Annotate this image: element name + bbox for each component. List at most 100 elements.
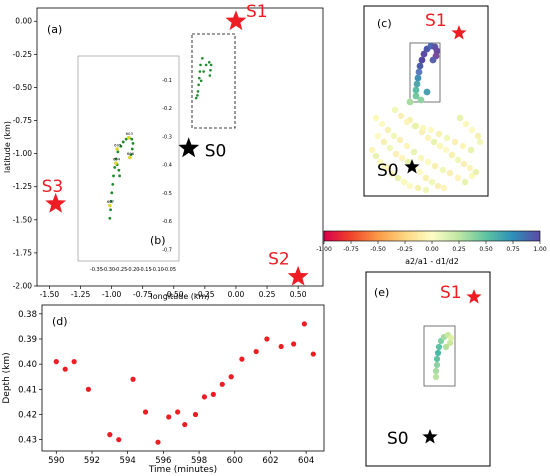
panel-b-highlight-point (128, 155, 132, 160)
panel-c-cloud-point (391, 106, 399, 114)
panel-a-x-tick-label: 0.00 (228, 290, 245, 299)
panel-a-x-tick-label: -0.50 (164, 290, 184, 299)
panel-c: (c) S1 S0 (363, 5, 489, 197)
panel-e-station-s0-marker (422, 429, 438, 444)
panel-a-track-point (199, 79, 203, 83)
panel-e-track-point (433, 355, 441, 363)
panel-c-zoom-box (409, 42, 441, 103)
station-s2-marker (287, 265, 309, 286)
panel-d-x-tick-label: 592 (84, 456, 100, 466)
panel-c-station-s0-label: S0 (377, 161, 399, 181)
panel-c-cloud-point (474, 132, 482, 140)
panel-d-data-point (291, 341, 297, 347)
panel-a-track-point (209, 68, 212, 72)
panel-c-cloud-point (462, 120, 470, 128)
panel-e: (e) S1 S0 (365, 271, 491, 467)
panel-e-track-point (434, 349, 442, 357)
panel-b-track-point (119, 144, 123, 148)
panel-c-cloud-point (396, 136, 404, 144)
panel-c-cloud-point (440, 184, 448, 192)
panel-c-cloud-point (386, 144, 394, 152)
panel-e-track-point (442, 343, 450, 351)
panel-c-cloud-point (467, 146, 475, 154)
panel-a-x-tick-label: -1.00 (102, 290, 122, 299)
panel-c-cloud-point (394, 174, 402, 182)
panel-c-cloud-point (434, 182, 442, 190)
panel-a-track-point (197, 83, 200, 87)
panel-d-x-axis-label: Time (minutes) (148, 465, 217, 475)
panel-c-cloud-point (431, 162, 439, 170)
panel-a-x-axis-label: longitude (km) (151, 292, 210, 301)
panel-a-track-point (208, 74, 212, 77)
panel-d-y-tick-label: 0.40 (18, 360, 37, 370)
panel-d-x-tick-label: 594 (120, 456, 136, 466)
panel-d-data-point (116, 437, 122, 443)
panel-e-track-point (447, 334, 455, 342)
panel-a-y-axis-label: latitude (km) (3, 121, 12, 173)
panel-c-track-point (412, 92, 420, 100)
panel-d: (d) 590 592 594 596 598 600 602 604 0.38 0.39 0.4… (2, 304, 325, 475)
panel-c-point-cloud (368, 106, 484, 194)
panel-a-track-point (202, 70, 205, 73)
panel-b-point-label: 605 (114, 143, 122, 148)
panel-a-y-tick-label: -0.25 (13, 50, 33, 59)
panel-a-x-tick-label: -0.25 (195, 290, 215, 299)
panel-b-point-label: 603 (126, 131, 134, 136)
panel-c-cloud-point (435, 130, 443, 138)
panel-d-x-tick-label: 602 (262, 456, 278, 466)
panel-a-zoom-box (191, 33, 236, 129)
panel-d-x-tick-label: 590 (48, 456, 64, 466)
panel-c-cloud-point (378, 120, 386, 128)
panel-b-track-point (129, 153, 133, 157)
panel-b-highlight-point (114, 161, 118, 165)
panel-a-x-tick-label: -0.75 (133, 290, 153, 299)
panel-e-track-point (432, 373, 440, 381)
panel-c-cloud-point (424, 134, 432, 142)
panel-a-x-tick-label: -1.25 (71, 290, 91, 299)
panel-b-x-tick-label: -0.35 (90, 267, 103, 273)
panel-b-track-point (131, 141, 135, 145)
panel-c-cloud-point (380, 138, 388, 146)
panel-b-x-tick-label: -0.25 (114, 267, 127, 273)
panel-b-x-tick-label: -0.10 (151, 267, 164, 273)
panel-c-track-point (420, 50, 428, 58)
panel-c-cloud-point (398, 154, 406, 162)
panel-e-track (432, 331, 455, 381)
panel-a-track-point (196, 94, 199, 97)
panel-b-track-point (109, 208, 112, 212)
panel-c-cloud-point (419, 124, 427, 132)
colorbar-gradient (323, 230, 541, 242)
panel-c-cloud-point (456, 114, 464, 122)
panel-e-station-s1-marker (466, 289, 482, 304)
panel-c-cloud-point (468, 126, 476, 134)
panel-b-x-tick-label: -0.05 (163, 267, 176, 273)
panel-a-label: (a) (47, 23, 62, 36)
panel-c-cloud-point (446, 169, 454, 177)
panel-c-track-point (423, 88, 431, 96)
panel-d-data-point (210, 391, 216, 397)
panel-b-highlight-point (126, 135, 131, 140)
panel-b-track-point (111, 182, 115, 186)
panel-c-cloud-point (406, 182, 414, 190)
panel-d-data-point (228, 374, 234, 380)
panel-e-station-s0-label: S0 (387, 429, 409, 449)
panel-d-data-point (85, 386, 92, 392)
panel-c-track-point (413, 80, 421, 88)
panel-c-cloud-point (374, 132, 382, 140)
panel-c-cloud-point (439, 166, 447, 174)
panel-c-cloud-point (403, 118, 411, 126)
panel-d-data-point (182, 421, 188, 428)
station-s1-label: S1 (246, 2, 268, 22)
panel-c-cloud-point (454, 174, 462, 182)
panel-e-track-point (435, 343, 443, 351)
colorbar-tick-label: -0.75 (343, 246, 359, 253)
panel-b-y-tick-label: -0.2 (162, 106, 172, 112)
panel-c-cloud-point (416, 168, 424, 176)
panel-c-cloud-point (390, 132, 398, 140)
station-s1-marker (225, 10, 247, 31)
panel-e-track-point (433, 361, 441, 369)
panel-c-cloud-point (403, 142, 411, 150)
panel-a-y-tick-label: -0.75 (13, 116, 33, 125)
panel-e-station-s1-label: S1 (440, 283, 462, 303)
